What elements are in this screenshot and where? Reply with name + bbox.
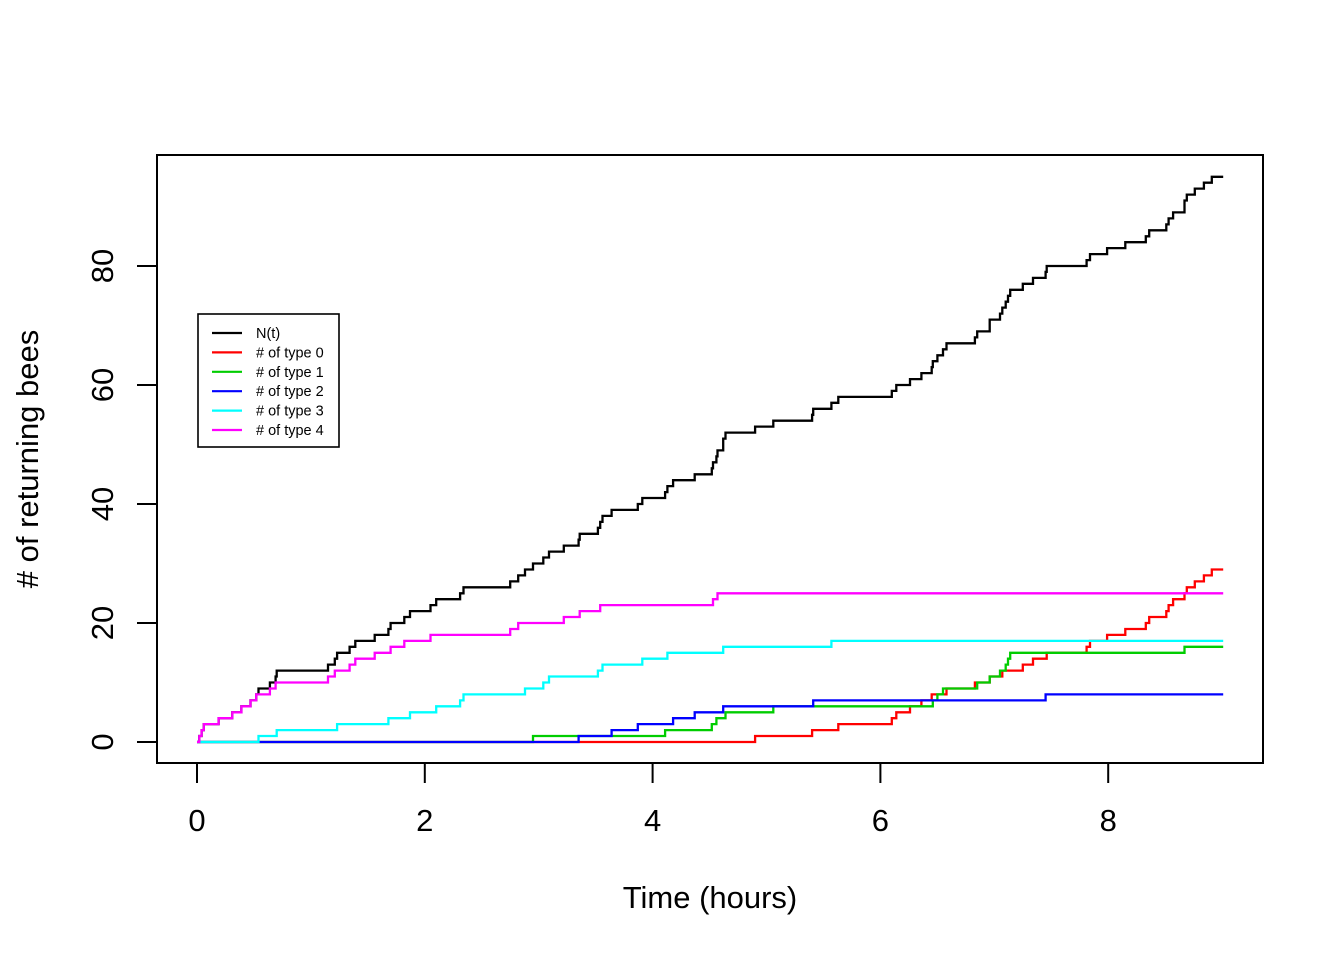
series-line-type-0: [197, 568, 1224, 744]
legend-box: [197, 313, 340, 448]
legend-label: # of type 0: [256, 345, 324, 361]
legend-label: # of type 1: [256, 365, 324, 381]
y-axis-label: # of returning bees: [10, 330, 45, 589]
legend: N(t) # of type 0 # of type 1 # of type 2 # o…: [197, 313, 340, 448]
x-tick-label: 4: [644, 803, 661, 838]
series-line-type-4: [197, 592, 1224, 744]
series-line-type-1: [197, 645, 1224, 744]
series-line-type-3: [197, 639, 1224, 744]
legend-label: N(t): [256, 326, 280, 342]
legend-label: # of type 3: [256, 404, 324, 420]
legend-label: # of type 2: [256, 384, 324, 400]
series-lines: [197, 175, 1224, 744]
x-tick-label: 2: [416, 803, 433, 838]
series-line-type-2: [197, 693, 1224, 744]
y-tick-label: 20: [85, 606, 120, 640]
x-tick-label: 0: [188, 803, 205, 838]
x-tick-label: 8: [1100, 803, 1117, 838]
x-axis-label: Time (hours): [623, 880, 798, 915]
y-tick-label: 80: [85, 249, 120, 283]
y-tick-label: 60: [85, 368, 120, 402]
series-line-N(t): [197, 175, 1224, 744]
legend-label: # of type 4: [256, 423, 324, 439]
y-tick-label: 0: [85, 733, 120, 750]
x-tick-label: 6: [872, 803, 889, 838]
plot-box: [156, 154, 1264, 764]
y-tick-label: 40: [85, 487, 120, 521]
